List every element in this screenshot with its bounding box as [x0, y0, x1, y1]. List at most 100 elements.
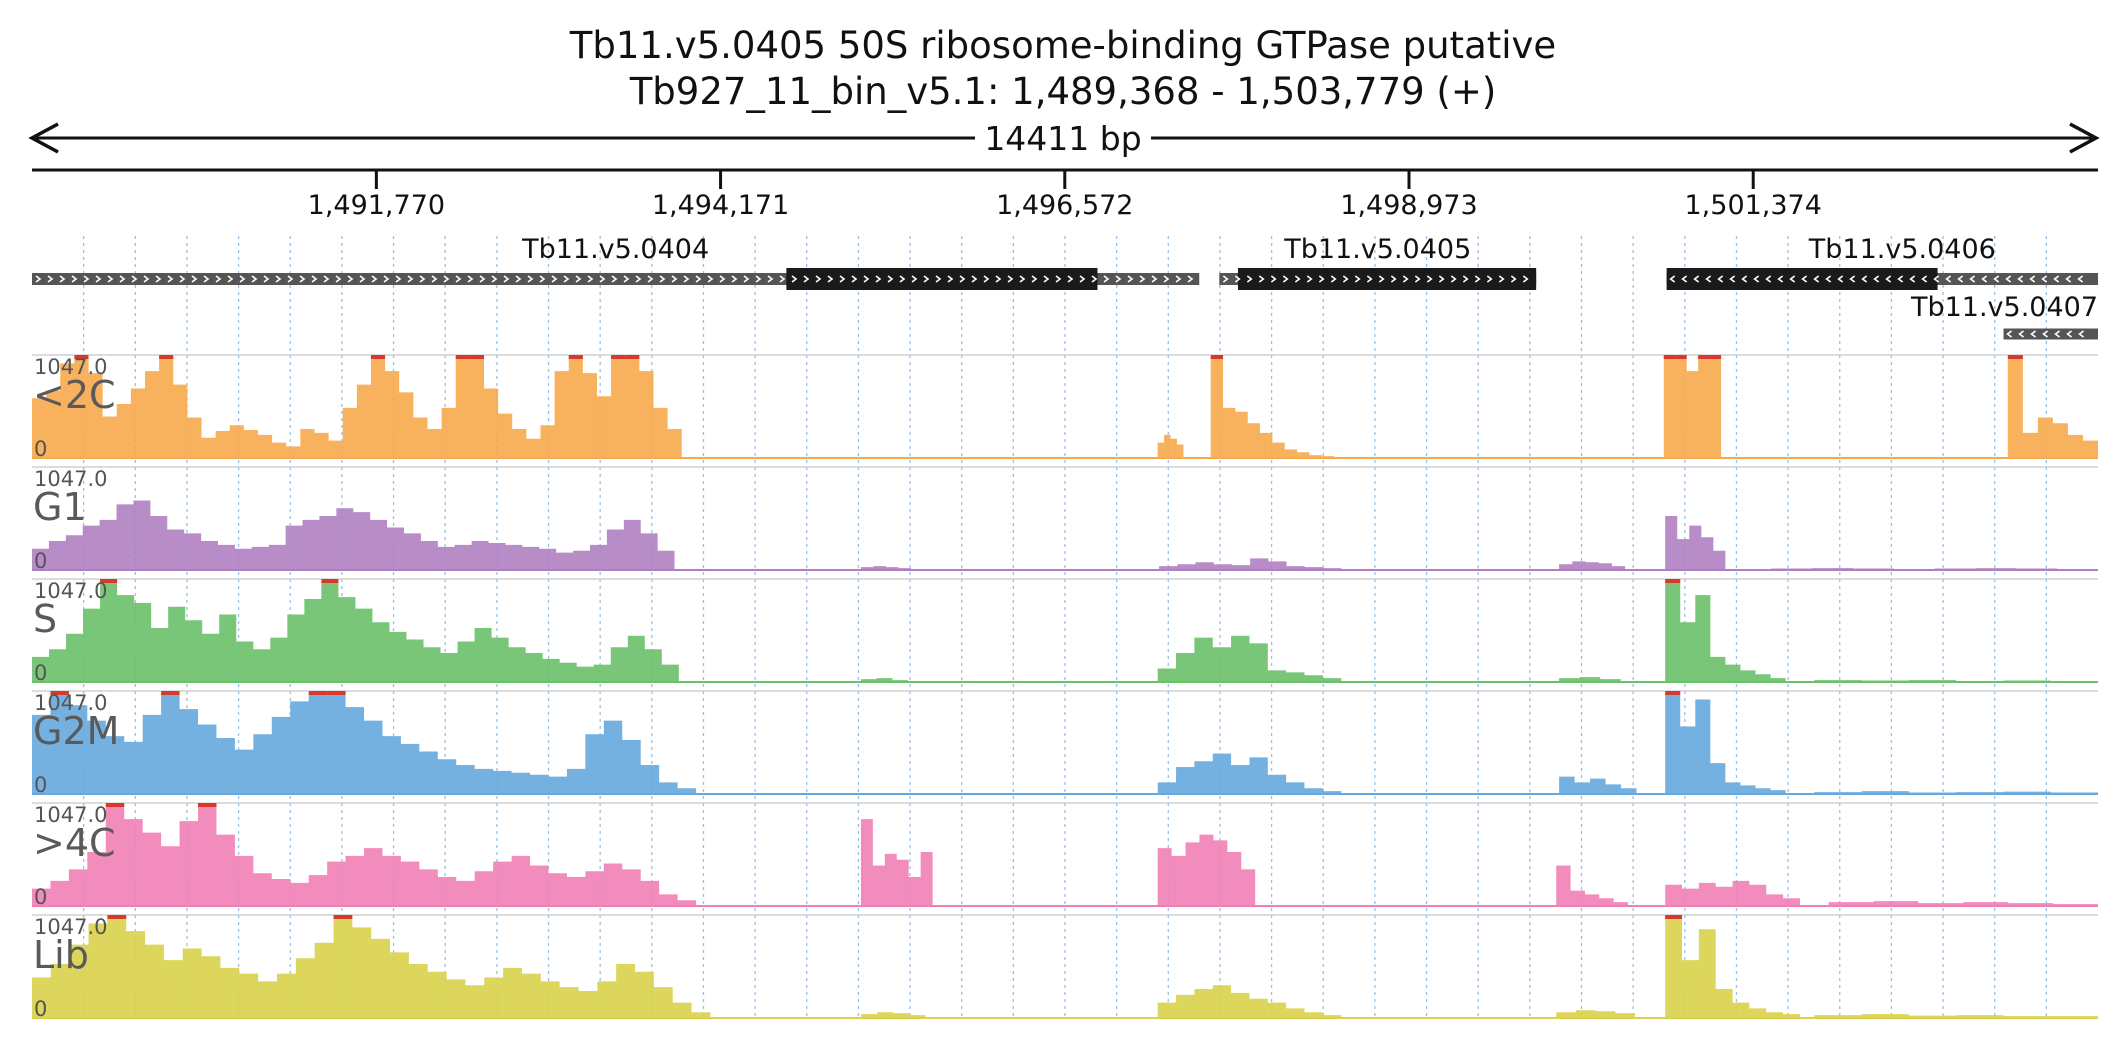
clip-marker — [198, 803, 217, 807]
strand-chevron-icon — [539, 275, 546, 283]
track-name-label: >4C — [33, 821, 116, 865]
strand-chevron-icon — [1031, 275, 1038, 283]
strand-chevron-icon — [2017, 275, 2024, 283]
strand-chevron-icon — [1945, 275, 1952, 283]
strand-chevron-icon — [1151, 275, 1158, 283]
ruler-tick-label: 1,496,572 — [996, 190, 1133, 221]
strand-chevron-icon — [1969, 275, 1976, 283]
strand-chevron-icon — [1103, 275, 1110, 283]
strand-chevron-icon — [107, 275, 114, 283]
clip-marker — [1663, 355, 1676, 359]
strand-chevron-icon — [1366, 275, 1373, 283]
gene-label: Tb11.v5.0404 — [521, 234, 709, 265]
strand-chevron-icon — [167, 275, 174, 283]
coverage-area — [860, 678, 909, 682]
strand-chevron-icon — [1318, 275, 1325, 283]
strand-chevron-icon — [71, 275, 78, 283]
strand-chevron-icon — [131, 275, 138, 283]
strand-chevron-icon — [335, 275, 342, 283]
strand-chevron-icon — [1498, 275, 1505, 283]
strand-chevron-icon — [1981, 275, 1988, 283]
strand-chevron-icon — [899, 275, 906, 283]
strand-chevron-icon — [1019, 275, 1026, 283]
track-max-label: 1047.0 — [34, 691, 107, 715]
strand-chevron-icon — [1294, 275, 1301, 283]
strand-chevron-icon — [575, 275, 582, 283]
strand-chevron-icon — [1222, 275, 1229, 283]
strand-chevron-icon — [1234, 275, 1241, 283]
strand-chevron-icon — [1282, 275, 1289, 283]
clip-marker — [1709, 355, 1722, 359]
strand-chevron-icon — [707, 275, 714, 283]
clip-marker — [2007, 355, 2023, 359]
strand-chevron-icon — [1993, 275, 2000, 283]
strand-chevron-icon — [1717, 275, 1724, 283]
strand-chevron-icon — [695, 275, 702, 283]
strand-chevron-icon — [971, 275, 978, 283]
clip-marker — [1665, 915, 1683, 919]
strand-chevron-icon — [719, 275, 726, 283]
track-name-label: G2M — [33, 709, 119, 753]
track-S: 1047.0 0 S — [32, 578, 2098, 685]
strand-chevron-icon — [1187, 275, 1194, 283]
coverage-area — [1556, 1010, 1636, 1018]
strand-chevron-icon — [431, 275, 438, 283]
strand-chevron-icon — [1139, 275, 1146, 283]
strand-chevron-icon — [851, 275, 858, 283]
strand-chevron-icon — [1354, 275, 1361, 283]
strand-chevron-icon — [599, 275, 606, 283]
gene-Tb11.v5.0404: Tb11.v5.0404 — [32, 234, 1200, 290]
strand-chevron-icon — [1873, 275, 1880, 283]
strand-chevron-icon — [1258, 275, 1265, 283]
strand-chevron-icon — [1079, 275, 1086, 283]
coverage-area — [860, 819, 933, 906]
strand-chevron-icon — [1789, 275, 1796, 283]
coverage-area — [1814, 791, 2098, 794]
gene-utr-bar — [2003, 328, 2098, 340]
ruler-tick-label: 1,491,770 — [308, 190, 445, 221]
strand-chevron-icon — [1909, 275, 1916, 283]
strand-chevron-icon — [839, 275, 846, 283]
clip-marker — [321, 579, 339, 583]
strand-chevron-icon — [371, 275, 378, 283]
strand-chevron-icon — [1765, 275, 1772, 283]
strand-chevron-icon — [2066, 330, 2072, 338]
coverage-area — [1157, 834, 1256, 906]
strand-chevron-icon — [923, 275, 930, 283]
coverage-area — [2007, 357, 2098, 458]
strand-chevron-icon — [239, 275, 246, 283]
strand-chevron-icon — [2006, 330, 2012, 338]
coverage-area — [32, 693, 697, 794]
ruler-tick-label: 1,501,374 — [1685, 190, 1822, 221]
strand-chevron-icon — [1402, 275, 1409, 283]
strand-chevron-icon — [671, 275, 678, 283]
strand-chevron-icon — [731, 275, 738, 283]
coverage-area — [1559, 677, 1621, 682]
strand-chevron-icon — [1055, 275, 1062, 283]
coverage-area — [32, 917, 711, 1018]
coverage-area — [32, 357, 682, 458]
ruler-ticks: 1,491,770 1,494,171 1,496,572 1,498,973 1,50… — [308, 170, 1822, 221]
strand-chevron-icon — [551, 275, 558, 283]
coverage-area — [1210, 357, 1335, 458]
coverage-area — [32, 805, 697, 906]
clip-marker — [161, 691, 180, 695]
strand-chevron-icon — [1921, 275, 1928, 283]
strand-chevron-icon — [1729, 275, 1736, 283]
chart-title: Tb11.v5.0405 50S ribosome-binding GTPase… — [569, 24, 1556, 67]
clip-marker — [370, 355, 386, 359]
strand-chevron-icon — [2029, 275, 2036, 283]
gene-Tb11.v5.0407: Tb11.v5.0407 — [1910, 292, 2098, 340]
clip-marker — [308, 691, 328, 695]
strand-chevron-icon — [587, 275, 594, 283]
strand-chevron-icon — [215, 275, 222, 283]
clip-marker — [455, 355, 470, 359]
strand-chevron-icon — [1825, 275, 1832, 283]
strand-chevron-icon — [95, 275, 102, 283]
track-zero-label: 0 — [34, 885, 47, 909]
gene-label: Tb11.v5.0407 — [1910, 292, 2098, 323]
strand-chevron-icon — [2030, 330, 2036, 338]
strand-chevron-icon — [875, 275, 882, 283]
track-zero-label: 0 — [34, 997, 47, 1021]
track-name-label: S — [33, 597, 57, 641]
